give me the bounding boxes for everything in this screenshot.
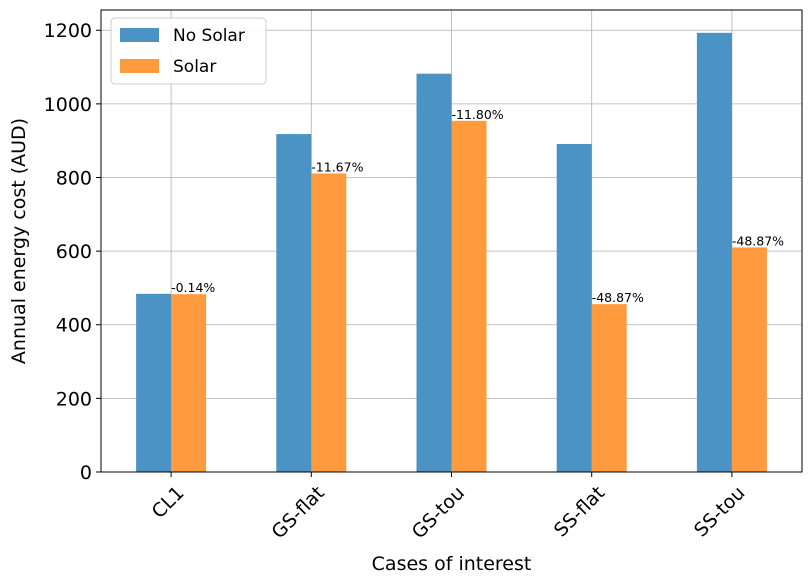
- legend-label: No Solar: [173, 26, 245, 46]
- bar-solar-gs-tou: [451, 120, 487, 473]
- bar-solar-gs-flat: [311, 173, 347, 472]
- bar-no-solar-gs-tou: [416, 73, 452, 472]
- y-axis-ticks: 0 200 400 600 800 1000 1200: [44, 20, 101, 484]
- bar-no-solar-cl1: [136, 293, 172, 472]
- bar-solar-ss-tou: [731, 247, 767, 472]
- legend-swatch: [120, 59, 159, 73]
- bar-annotation: -48.87%: [592, 290, 644, 305]
- legend: No Solar Solar: [110, 17, 267, 85]
- y-tick-label: 800: [56, 167, 92, 189]
- y-tick-label: 600: [56, 241, 92, 263]
- y-tick-label: 1000: [44, 94, 92, 116]
- y-tick-label: 0: [80, 462, 92, 484]
- x-tick-label: SS-flat: [550, 482, 609, 541]
- y-axis-label: Annual energy cost (AUD): [8, 118, 30, 364]
- bar-annotation: -0.14%: [171, 280, 215, 295]
- legend-swatch: [120, 28, 159, 42]
- bar-annotation: -11.80%: [452, 107, 504, 122]
- y-tick-label: 1200: [44, 20, 92, 42]
- bars: [136, 32, 767, 473]
- bar-no-solar-ss-tou: [696, 32, 732, 472]
- x-tick-label: CL1: [148, 482, 189, 523]
- x-tick-label: GS-tou: [408, 482, 469, 543]
- y-tick-label: 400: [56, 315, 92, 337]
- bar-annotation: -11.67%: [311, 159, 363, 174]
- x-axis-ticks: CL1 GS-flat GS-tou SS-flat SS-tou: [148, 472, 749, 543]
- bar-annotation: -48.87%: [732, 233, 784, 248]
- legend-label: Solar: [173, 57, 216, 77]
- x-axis-label: Cases of interest: [372, 553, 532, 575]
- x-tick-label: SS-tou: [690, 482, 749, 541]
- bar-no-solar-ss-flat: [556, 143, 592, 472]
- y-tick-label: 200: [56, 388, 92, 410]
- x-tick-label: GS-flat: [268, 482, 329, 543]
- bar-solar-cl1: [171, 294, 207, 472]
- bar-annotations: -0.14% -11.67% -11.80% -48.87% -48.87%: [171, 107, 784, 305]
- bar-solar-ss-flat: [591, 304, 627, 472]
- bar-no-solar-gs-flat: [276, 134, 312, 472]
